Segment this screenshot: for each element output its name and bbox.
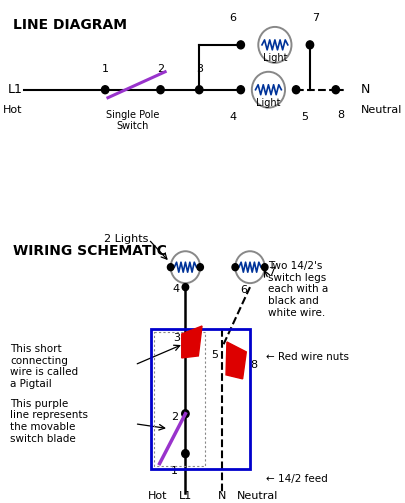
Text: 8: 8 (250, 360, 257, 370)
Text: Neutral: Neutral (361, 105, 402, 115)
Circle shape (182, 284, 189, 291)
Text: 5: 5 (301, 112, 308, 122)
Polygon shape (226, 342, 246, 379)
Text: Light: Light (256, 98, 281, 108)
Circle shape (182, 450, 189, 458)
Circle shape (332, 86, 339, 94)
Text: Two 14/2's
switch legs
each with a
black and
white wire.: Two 14/2's switch legs each with a black… (269, 261, 329, 317)
Text: 4: 4 (229, 112, 236, 122)
Text: 2: 2 (157, 64, 164, 74)
Text: 8: 8 (338, 110, 345, 120)
Text: 6: 6 (240, 285, 247, 295)
Text: 1: 1 (171, 466, 178, 475)
Text: 4: 4 (173, 284, 180, 294)
Text: WIRING SCHEMATIC: WIRING SCHEMATIC (13, 244, 167, 258)
Bar (154, 332, 205, 466)
Text: 3: 3 (173, 333, 180, 343)
Text: 3: 3 (196, 64, 203, 74)
Text: Hot: Hot (3, 105, 22, 115)
Text: 5: 5 (211, 350, 218, 360)
Circle shape (196, 86, 203, 94)
Circle shape (306, 41, 313, 49)
Text: 6: 6 (229, 13, 236, 23)
Circle shape (157, 86, 164, 94)
Text: L1: L1 (179, 490, 192, 500)
Text: Light: Light (263, 53, 287, 63)
Text: 2: 2 (171, 412, 178, 422)
Circle shape (232, 264, 239, 271)
Circle shape (262, 264, 268, 271)
Text: This short
connecting
wire is called
a Pigtail: This short connecting wire is called a P… (10, 344, 78, 389)
Text: Single Pole
Switch: Single Pole Switch (106, 110, 160, 131)
Text: Neutral: Neutral (237, 490, 278, 500)
Circle shape (102, 86, 109, 94)
Text: 7: 7 (312, 13, 319, 23)
Text: 1: 1 (102, 64, 109, 74)
Circle shape (167, 264, 174, 271)
Bar (151, 329, 250, 469)
Circle shape (237, 41, 245, 49)
Text: 2 Lights: 2 Lights (104, 234, 149, 244)
Text: ← 14/2 feed: ← 14/2 feed (266, 473, 327, 483)
Text: LINE DIAGRAM: LINE DIAGRAM (13, 18, 127, 32)
Text: N: N (218, 490, 226, 500)
Text: This purple
line represents
the movable
switch blade: This purple line represents the movable … (10, 399, 88, 444)
Polygon shape (182, 326, 202, 358)
Circle shape (182, 410, 189, 417)
Text: L1: L1 (7, 83, 22, 96)
Circle shape (292, 86, 300, 94)
Text: Hot: Hot (148, 490, 168, 500)
Text: N: N (361, 83, 370, 96)
Circle shape (237, 86, 245, 94)
Circle shape (197, 264, 203, 271)
Text: ← Red wire nuts: ← Red wire nuts (266, 352, 349, 362)
Text: 7: 7 (269, 267, 275, 277)
